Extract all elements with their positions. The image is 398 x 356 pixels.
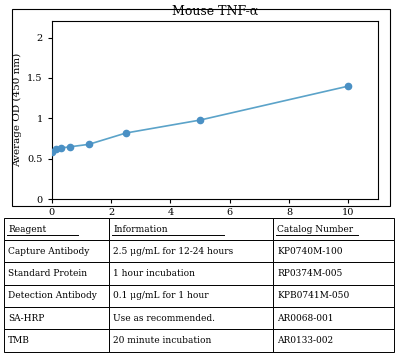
Bar [109,329,273,352]
Text: Standard Protein: Standard Protein [8,269,87,278]
Text: Use as recommended.: Use as recommended. [113,314,215,323]
Text: RP0374M-005: RP0374M-005 [277,269,342,278]
Text: AR0068-001: AR0068-001 [277,314,334,323]
Text: SA-HRP: SA-HRP [8,314,44,323]
Bar [109,307,273,329]
Text: 0.1 μg/mL for 1 hour: 0.1 μg/mL for 1 hour [113,292,209,300]
Text: AR0133-002: AR0133-002 [277,336,333,345]
Text: Catalog Number: Catalog Number [277,225,353,234]
Bar [109,218,273,240]
Text: 20 minute incubation: 20 minute incubation [113,336,212,345]
Text: KP0740M-100: KP0740M-100 [277,247,343,256]
X-axis label: Protein (ng/mL): Protein (ng/mL) [173,223,257,232]
Bar [4,262,109,285]
Bar [273,218,394,240]
Bar [109,262,273,285]
Bar [273,285,394,307]
Text: Reagent: Reagent [8,225,46,234]
Y-axis label: Average OD (450 nm): Average OD (450 nm) [12,53,21,167]
Text: Capture Antibody: Capture Antibody [8,247,89,256]
Bar [109,240,273,262]
Text: TMB: TMB [8,336,30,345]
Bar [4,285,109,307]
Text: 1 hour incubation: 1 hour incubation [113,269,195,278]
Bar [4,329,109,352]
Bar [4,307,109,329]
Bar [273,240,394,262]
Bar [4,218,109,240]
Bar [109,285,273,307]
Text: KPB0741M-050: KPB0741M-050 [277,292,349,300]
Bar [273,307,394,329]
Bar [273,329,394,352]
Text: 2.5 μg/mL for 12-24 hours: 2.5 μg/mL for 12-24 hours [113,247,234,256]
Text: Information: Information [113,225,168,234]
Bar [4,240,109,262]
Title: Mouse TNF-α: Mouse TNF-α [172,4,258,17]
Bar [273,262,394,285]
Text: Detection Antibody: Detection Antibody [8,292,97,300]
